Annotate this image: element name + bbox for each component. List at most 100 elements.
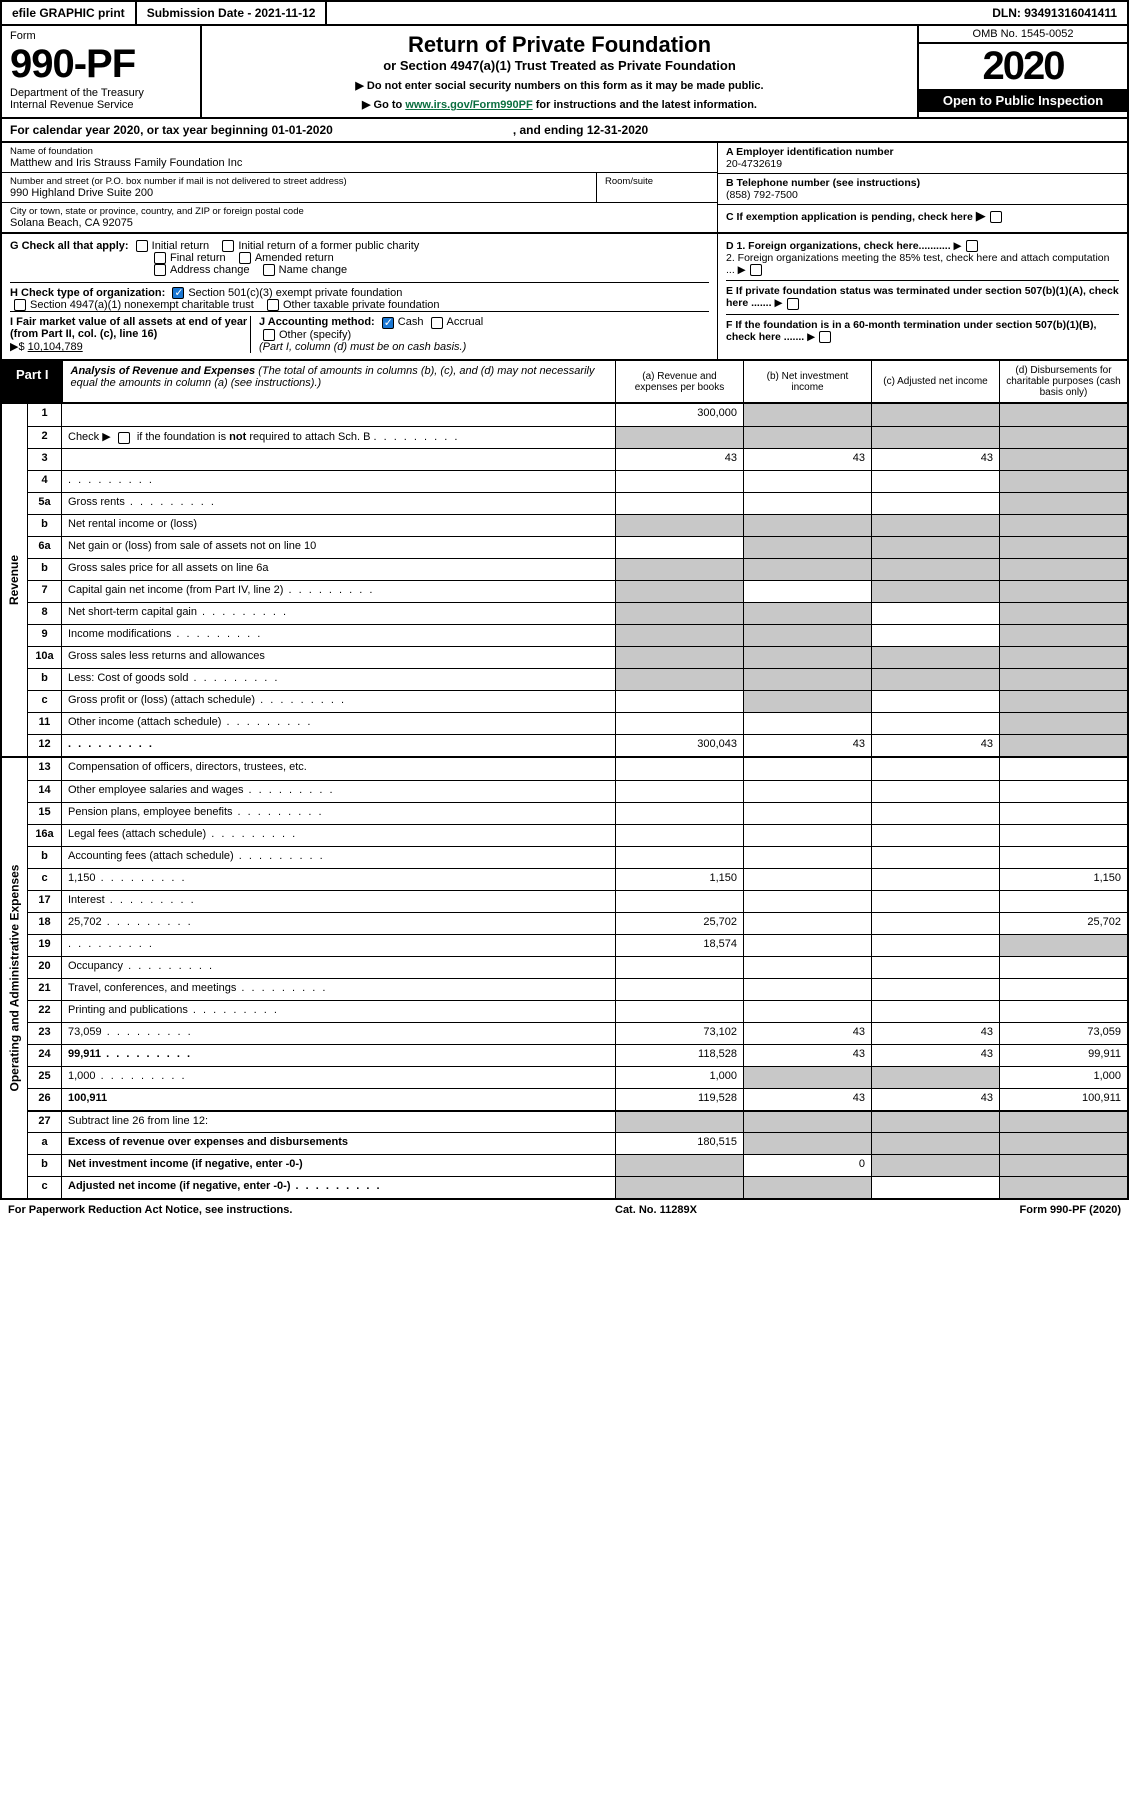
cell-a: 180,515 (615, 1133, 743, 1154)
cell-a (615, 537, 743, 558)
cell-b (743, 603, 871, 624)
cell-b (743, 891, 871, 912)
cell-a (615, 625, 743, 646)
e-checkbox[interactable] (787, 298, 799, 310)
cell-b (743, 515, 871, 536)
cell-b (743, 1067, 871, 1088)
cell-b (743, 825, 871, 846)
initial-return-checkbox[interactable] (136, 240, 148, 252)
cell-c (871, 1112, 999, 1132)
cell-d (999, 781, 1127, 802)
cell-a (615, 803, 743, 824)
cell-b (743, 713, 871, 734)
efile-print-btn[interactable]: efile GRAPHIC print (2, 2, 137, 24)
part1-label: Part I (2, 361, 63, 402)
cell-a (615, 758, 743, 780)
cell-d (999, 427, 1127, 448)
line-num: 22 (28, 1001, 62, 1022)
cell-d (999, 825, 1127, 846)
cell-d (999, 713, 1127, 734)
cell-c (871, 847, 999, 868)
cell-d (999, 758, 1127, 780)
cell-c: 43 (871, 735, 999, 756)
j-label: J Accounting method: (259, 316, 375, 328)
cell-b (743, 581, 871, 602)
accrual-checkbox[interactable] (431, 317, 443, 329)
cell-b (743, 758, 871, 780)
line-desc: Net investment income (if negative, ente… (62, 1155, 615, 1176)
cell-c (871, 691, 999, 712)
h3-text: Other taxable private foundation (283, 299, 440, 311)
line-desc: Compensation of officers, directors, tru… (62, 758, 615, 780)
address-change-checkbox[interactable] (154, 264, 166, 276)
line-num: 1 (28, 404, 62, 426)
irs-label: Internal Revenue Service (10, 99, 192, 111)
cell-b (743, 1001, 871, 1022)
line-num: 20 (28, 957, 62, 978)
d1-checkbox[interactable] (966, 240, 978, 252)
other-taxable-checkbox[interactable] (267, 299, 279, 311)
col-a-header: (a) Revenue and expenses per books (615, 361, 743, 402)
cell-d (999, 493, 1127, 514)
foundation-name: Matthew and Iris Strauss Family Foundati… (10, 157, 709, 169)
i-label: I Fair market value of all assets at end… (10, 316, 247, 340)
cell-c: 43 (871, 1089, 999, 1110)
form-note-link: ▶ Go to www.irs.gov/Form990PF for instru… (208, 98, 911, 111)
line-desc: Travel, conferences, and meetings (62, 979, 615, 1000)
line-num: 21 (28, 979, 62, 1000)
cell-a (615, 603, 743, 624)
g-label: G Check all that apply: (10, 240, 129, 252)
line-desc (62, 449, 615, 470)
g-item-0: Initial return (152, 240, 209, 252)
line-desc: Net gain or (loss) from sale of assets n… (62, 537, 615, 558)
cell-c (871, 647, 999, 668)
line-desc: Accounting fees (attach schedule) (62, 847, 615, 868)
cell-b (743, 781, 871, 802)
line-num: 7 (28, 581, 62, 602)
form990pf-link[interactable]: www.irs.gov/Form990PF (405, 99, 532, 111)
cell-d (999, 691, 1127, 712)
cell-c: 43 (871, 449, 999, 470)
exemption-checkbox[interactable] (990, 211, 1002, 223)
footer-paperwork: For Paperwork Reduction Act Notice, see … (8, 1204, 292, 1216)
cell-d (999, 449, 1127, 470)
cell-c (871, 669, 999, 690)
cell-a (615, 979, 743, 1000)
cell-c (871, 625, 999, 646)
line-desc: Gross sales price for all assets on line… (62, 559, 615, 580)
line-desc: Income modifications (62, 625, 615, 646)
cell-a: 300,000 (615, 404, 743, 426)
name-change-checkbox[interactable] (263, 264, 275, 276)
line-num: 4 (28, 471, 62, 492)
line-num: 3 (28, 449, 62, 470)
revenue-side-label: Revenue (8, 555, 22, 605)
cell-a (615, 581, 743, 602)
line-num: b (28, 515, 62, 536)
line-desc: 100,911 (62, 1089, 615, 1110)
footer-formno: Form 990-PF (2020) (1020, 1204, 1121, 1216)
cell-b: 0 (743, 1155, 871, 1176)
cell-b (743, 691, 871, 712)
initial-public-checkbox[interactable] (222, 240, 234, 252)
cell-a (615, 781, 743, 802)
cell-a: 119,528 (615, 1089, 743, 1110)
section-501c3-checkbox[interactable] (172, 287, 184, 299)
line-desc: Other employee salaries and wages (62, 781, 615, 802)
sch-b-checkbox[interactable] (118, 432, 130, 444)
cell-d (999, 1155, 1127, 1176)
cell-d (999, 515, 1127, 536)
line-desc: Pension plans, employee benefits (62, 803, 615, 824)
cash-checkbox[interactable] (382, 317, 394, 329)
f-checkbox[interactable] (819, 331, 831, 343)
other-method-checkbox[interactable] (263, 329, 275, 341)
j-note: (Part I, column (d) must be on cash basi… (259, 341, 466, 353)
city-value: Solana Beach, CA 92075 (10, 217, 709, 229)
final-return-checkbox[interactable] (154, 252, 166, 264)
d2-checkbox[interactable] (750, 264, 762, 276)
amended-return-checkbox[interactable] (239, 252, 251, 264)
cell-d (999, 1133, 1127, 1154)
section-4947-checkbox[interactable] (14, 299, 26, 311)
line-num: 16a (28, 825, 62, 846)
cell-d: 100,911 (999, 1089, 1127, 1110)
address-value: 990 Highland Drive Suite 200 (10, 187, 588, 199)
